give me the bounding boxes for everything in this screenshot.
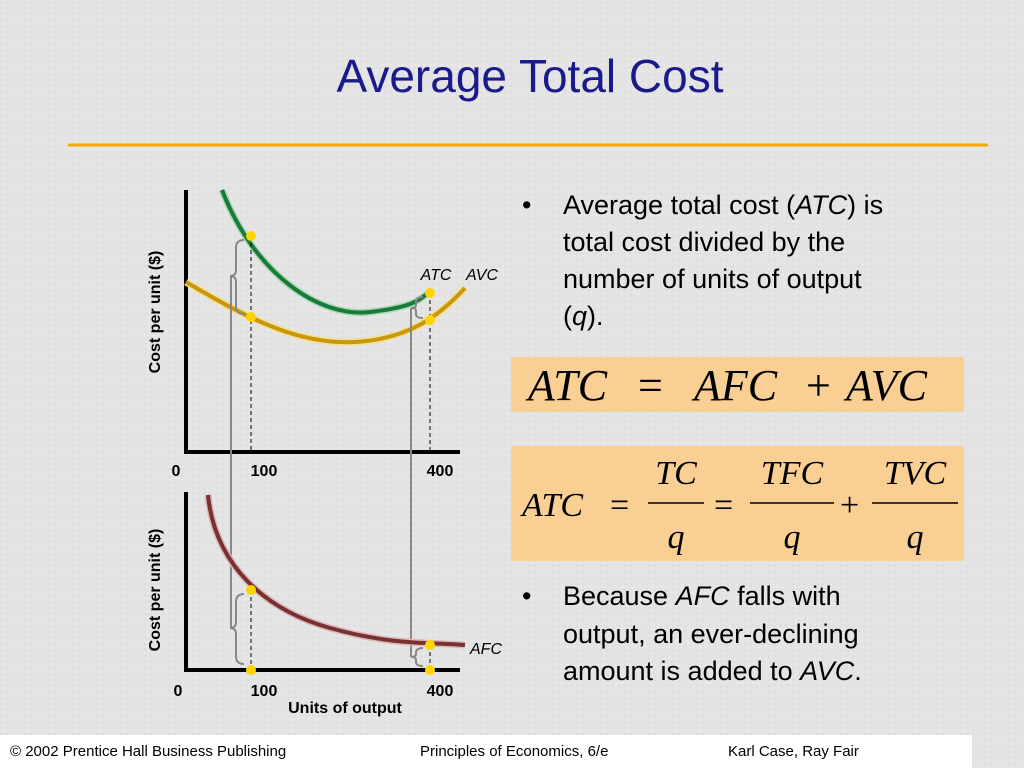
point (246, 231, 256, 241)
axes (184, 190, 460, 454)
bullet-marker: • (522, 190, 531, 220)
bullet-line: output, an ever-declining (563, 619, 859, 649)
x-label: Units of output (288, 700, 402, 717)
formula-op: = (610, 487, 629, 524)
formula-term: ATC (520, 487, 583, 524)
point (425, 640, 435, 650)
point (425, 315, 435, 325)
denominator: q (668, 519, 685, 556)
bullet-line: amount is added to AVC. (563, 656, 862, 686)
point (246, 665, 256, 675)
x-tick: 0 (174, 683, 183, 700)
numerator: TFC (761, 455, 824, 492)
formula-box (511, 357, 964, 412)
bullet-line: total cost divided by the (563, 227, 845, 257)
point (425, 288, 435, 298)
curve-label: AVC (465, 267, 498, 284)
bullet-list: • Average total cost (ATC) is total cost… (522, 190, 883, 686)
formula: ATC = TC q = TFC q + TVC q (520, 455, 958, 556)
y-label: Cost per unit ($) (147, 251, 164, 374)
point (425, 665, 435, 675)
bullet-marker: • (522, 581, 531, 611)
x-tick: 400 (427, 463, 454, 480)
formula: ATC = AFC + AVC (525, 361, 928, 410)
bullet-line: Because AFC falls with (563, 581, 841, 611)
title: Average Total Cost (337, 50, 724, 102)
point (246, 585, 256, 595)
formula-op: = (714, 487, 733, 524)
bracket (410, 647, 424, 667)
bottom-chart: Cost per unit ($) 0 100 400 Units of out… (147, 492, 502, 717)
denominator: q (907, 519, 924, 556)
footer-text: © 2002 Prentice Hall Business Publishing (10, 743, 286, 760)
curve-label: ATC (420, 267, 452, 284)
footer-text: Karl Case, Ray Fair (728, 743, 859, 760)
x-tick: 100 (251, 463, 278, 480)
footer-bar (0, 735, 972, 768)
bracket (229, 593, 245, 665)
numerator: TC (655, 455, 697, 492)
bullet-line: number of units of output (563, 264, 862, 294)
denominator: q (784, 519, 801, 556)
axes (184, 492, 460, 672)
y-label: Cost per unit ($) (147, 529, 164, 652)
point (246, 312, 256, 322)
x-tick: 100 (251, 683, 278, 700)
top-chart: Cost per unit ($) 0 100 400 ATC AVC (147, 188, 498, 480)
x-tick: 0 (172, 463, 181, 480)
bullet-line: Average total cost (ATC) is (563, 190, 883, 220)
x-tick: 400 (427, 683, 454, 700)
curve-label: AFC (469, 641, 502, 658)
formula-op: + (840, 487, 859, 524)
bullet-line: (q). (563, 301, 604, 331)
numerator: TVC (884, 455, 947, 492)
footer-text: Principles of Economics, 6/e (420, 743, 608, 760)
